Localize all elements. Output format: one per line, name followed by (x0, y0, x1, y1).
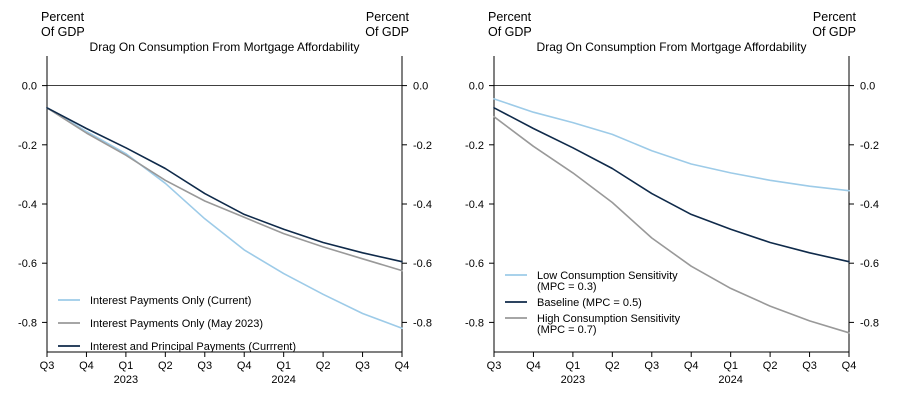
x-tick-label: Q4 (79, 360, 94, 372)
x-tick-label: Q2 (316, 360, 331, 372)
legend: Interest Payments Only (Current) Interest… (58, 295, 296, 353)
series-line-2 (46, 107, 403, 272)
series-line-1 (493, 98, 850, 192)
chart-title: Drag On Consumption From Mortgage Afford… (90, 40, 360, 54)
y-unit-label-left-line1: Percent (41, 10, 85, 24)
legend-label-3: High Consumption Sensitivity (537, 313, 681, 325)
x-year-label: 2023 (114, 374, 138, 386)
y-tick-label-right: -0.4 (413, 199, 432, 211)
y-unit-label-right-line1: Percent (366, 10, 410, 24)
legend-label-1: Low Consumption Sensitivity (537, 270, 678, 282)
y-tick-label-left: -0.8 (18, 317, 37, 329)
legend-label-3: Interest and Principal Payments (Currren… (90, 341, 296, 353)
x-tick-label: Q3 (487, 360, 502, 372)
series-line-1 (46, 107, 403, 330)
x-year-label: 2024 (271, 374, 295, 386)
y-unit-label-left-line1: Percent (488, 10, 532, 24)
y-tick-label-right: -0.6 (413, 258, 432, 270)
x-tick-label: Q1 (566, 360, 581, 372)
y-tick-label-left: -0.2 (465, 140, 484, 152)
x-year-label: 2024 (718, 374, 742, 386)
series-line-3 (46, 107, 403, 263)
x-tick-label: Q3 (355, 360, 370, 372)
x-tick-label: Q4 (526, 360, 541, 372)
y-tick-label-left: -0.6 (465, 258, 484, 270)
x-tick-label: Q1 (723, 360, 738, 372)
y-tick-label-right: -0.8 (860, 317, 879, 329)
legend: Low Consumption Sensitivity(MPC = 0.3) Ba… (505, 270, 681, 336)
x-year-label: 2023 (561, 374, 585, 386)
y-tick-label-left: -0.8 (465, 317, 484, 329)
y-tick-label-left: -0.6 (18, 258, 37, 270)
y-tick-label-right: -0.2 (860, 140, 879, 152)
x-tick-label: Q1 (119, 360, 134, 372)
y-tick-label-right: -0.4 (860, 199, 879, 211)
y-unit-label-left-line2: Of GDP (41, 25, 85, 39)
y-tick-label-left: -0.4 (465, 199, 484, 211)
legend-label-3: (MPC = 0.7) (537, 324, 597, 336)
x-tick-label: Q4 (395, 360, 410, 372)
x-tick-label: Q1 (276, 360, 291, 372)
y-tick-label-left: 0.0 (22, 81, 37, 93)
series-line-2 (493, 107, 850, 263)
y-tick-label-left: -0.4 (18, 199, 37, 211)
x-tick-label: Q3 (197, 360, 212, 372)
y-tick-label-left: 0.0 (469, 81, 484, 93)
y-unit-label-right-line2: Of GDP (365, 25, 409, 39)
y-unit-label-left-line2: Of GDP (488, 25, 532, 39)
y-tick-label-right: 0.0 (413, 81, 428, 93)
legend-label-1: Interest Payments Only (Current) (90, 295, 251, 307)
x-tick-label: Q4 (684, 360, 699, 372)
y-tick-label-right: -0.6 (860, 258, 879, 270)
y-tick-label-right: 0.0 (860, 81, 875, 93)
legend-label-2: Interest Payments Only (May 2023) (90, 318, 263, 330)
y-unit-label-right-line2: Of GDP (812, 25, 856, 39)
x-tick-label: Q2 (763, 360, 778, 372)
x-tick-label: Q2 (158, 360, 173, 372)
y-tick-label-right: -0.8 (413, 317, 432, 329)
x-tick-label: Q2 (605, 360, 620, 372)
x-tick-label: Q4 (842, 360, 857, 372)
y-tick-label-right: -0.2 (413, 140, 432, 152)
chart-title: Drag On Consumption From Mortgage Afford… (537, 40, 807, 54)
legend-label-1: (MPC = 0.3) (537, 281, 597, 293)
x-tick-label: Q4 (237, 360, 252, 372)
x-tick-label: Q3 (644, 360, 659, 372)
x-tick-label: Q3 (802, 360, 817, 372)
y-unit-label-right-line1: Percent (813, 10, 857, 24)
y-tick-label-left: -0.2 (18, 140, 37, 152)
x-tick-label: Q3 (40, 360, 55, 372)
series-line-3 (493, 115, 850, 334)
legend-label-2: Baseline (MPC = 0.5) (537, 297, 642, 309)
